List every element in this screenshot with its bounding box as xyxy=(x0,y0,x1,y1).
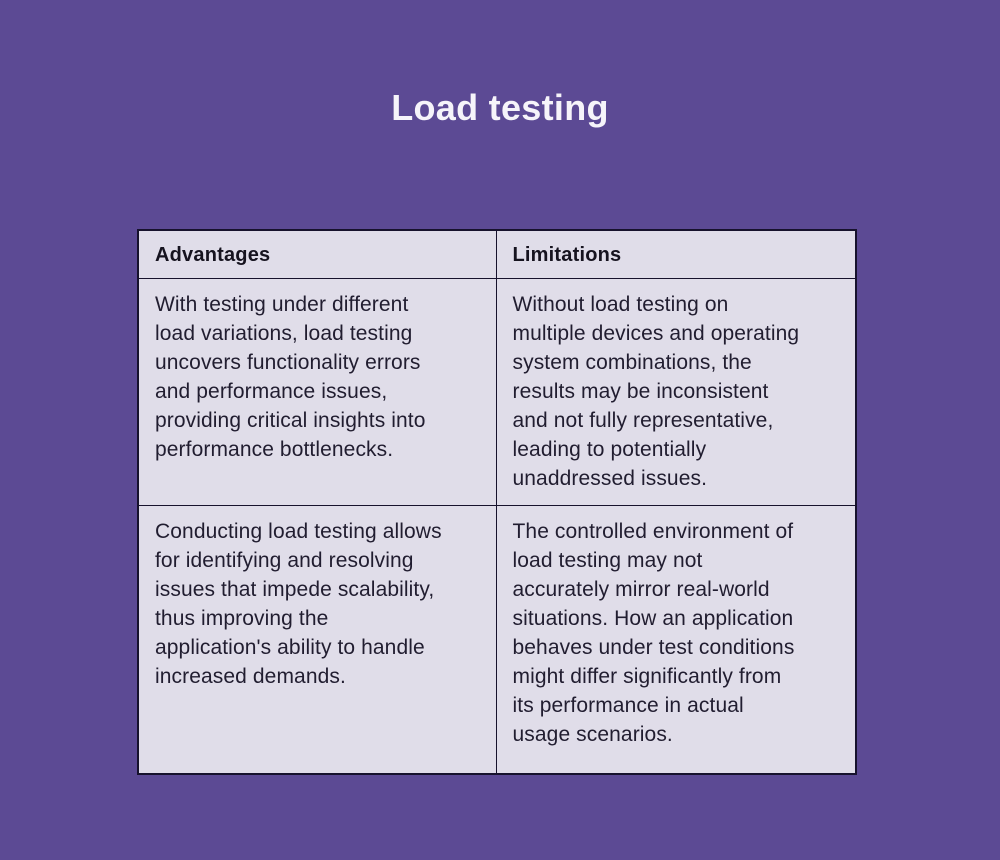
table-header-row: Advantages Limitations xyxy=(137,229,857,279)
table-row: With testing under different load variat… xyxy=(137,277,857,506)
cell-limitations-row2: The controlled environment of load testi… xyxy=(495,504,857,775)
cell-advantages-row1: With testing under different load variat… xyxy=(137,277,497,506)
comparison-table: Advantages Limitations With testing unde… xyxy=(137,229,857,775)
cell-limitations-row1: Without load testing on multiple devices… xyxy=(495,277,857,506)
column-header-limitations: Limitations xyxy=(495,229,857,279)
table-row: Conducting load testing allows for ident… xyxy=(137,504,857,775)
cell-advantages-row2: Conducting load testing allows for ident… xyxy=(137,504,497,775)
page-title: Load testing xyxy=(391,87,609,128)
column-header-advantages: Advantages xyxy=(137,229,497,279)
